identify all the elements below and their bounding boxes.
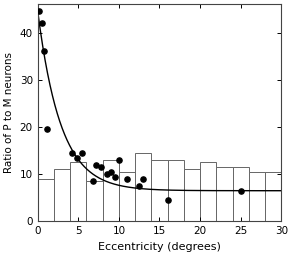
Point [112,175,117,179]
Y-axis label: Ratio of P to M neurons: Ratio of P to M neurons [4,52,14,173]
X-axis label: Eccentricity (degrees): Eccentricity (degrees) [98,242,221,252]
Point [125,177,129,181]
Bar [168,160,184,221]
Bar [184,169,200,221]
Bar [103,160,119,221]
Bar [200,162,216,221]
Bar [119,172,135,221]
Point [74,156,79,160]
Bar [151,160,168,221]
Point [42,49,46,54]
Point [104,172,109,176]
Point [94,163,98,167]
Bar [38,179,54,221]
Point [238,189,243,193]
Point [91,179,95,183]
Bar [249,172,265,221]
Point [165,198,170,202]
Bar [86,181,103,221]
Bar [54,169,70,221]
Point [137,184,142,188]
Bar [70,162,86,221]
Point [141,177,146,181]
Point [80,151,85,155]
Point [117,158,121,162]
Bar [135,153,151,221]
Point [39,21,44,25]
Point [69,151,74,155]
Point [44,127,49,131]
Point [108,170,113,174]
Point [99,165,103,169]
Bar [265,172,281,221]
Point [37,9,42,13]
Bar [216,167,232,221]
Bar [232,167,249,221]
